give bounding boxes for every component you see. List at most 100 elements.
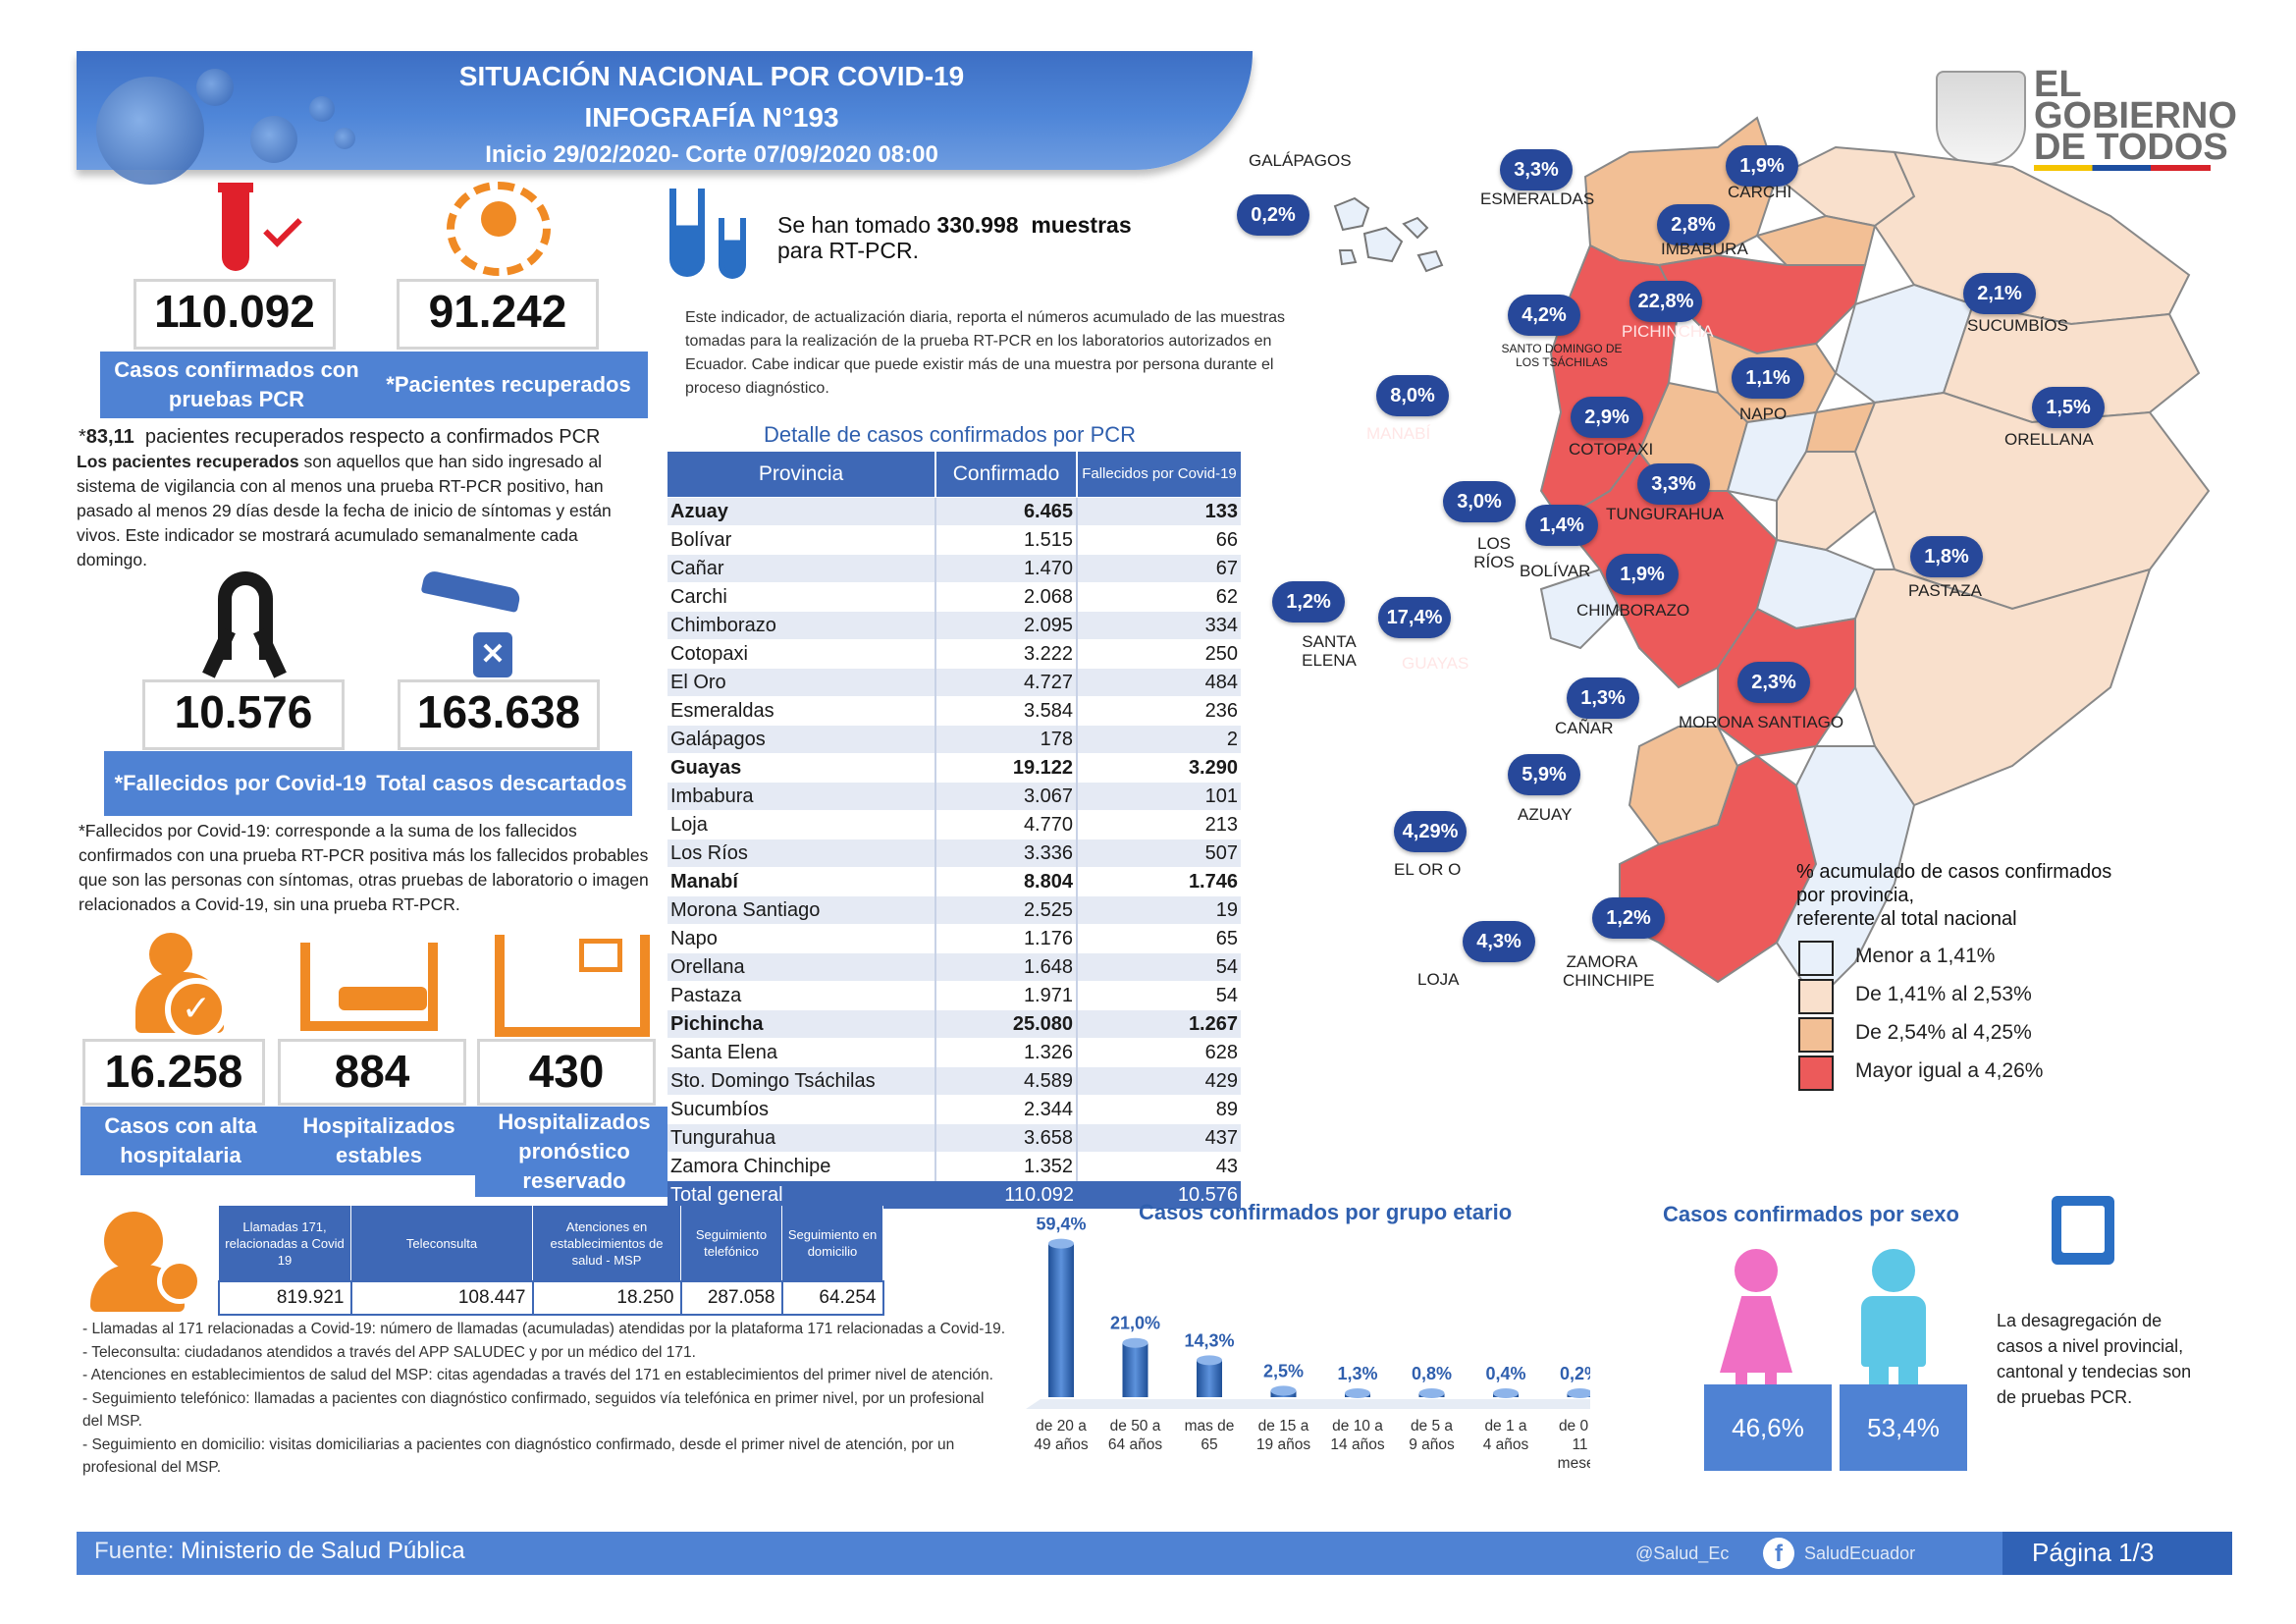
header-province: Provincia: [667, 452, 936, 498]
age-bar: [1122, 1342, 1148, 1397]
confirmed-cell: 3.067: [935, 782, 1078, 811]
recovered-note-bold: Los pacientes recuperados: [77, 452, 299, 471]
table-row: Morona Santiago 2.525 19: [667, 895, 1241, 925]
confirmed-cell: 1.648: [935, 952, 1078, 982]
virus-icon: [334, 128, 355, 149]
province-name: Esmeraldas: [667, 696, 936, 726]
recovered-ratio: *83,11 pacientes recuperados respecto a …: [79, 426, 601, 448]
table-row: Cañar 1.470 67: [667, 554, 1241, 583]
legend-swatch: [1798, 1017, 1834, 1053]
samples-count: 330.998: [936, 212, 1019, 238]
confirmed-cell: 6.465: [935, 497, 1078, 526]
virus-icon: [196, 69, 234, 106]
province-zamora-chinchipe: [1775, 745, 1916, 1003]
deaths-cell: 334: [1077, 611, 1241, 640]
female-icon: [1720, 1296, 1792, 1373]
legend-label: De 1,41% al 2,53%: [1855, 983, 2032, 1005]
map-percentage-pill: 1,8%: [1910, 536, 1983, 577]
calls-header-domicilio: Seguimiento en domicilio: [781, 1206, 883, 1281]
recovered-value: 91.242: [397, 279, 599, 350]
person-icon: [481, 201, 516, 237]
province-name: Pichincha: [667, 1009, 936, 1039]
virus-icon: [309, 96, 335, 122]
deaths-cell: 429: [1077, 1066, 1241, 1096]
province-name: Los Ríos: [667, 839, 936, 868]
map-percentage-pill: 0,2%: [1237, 194, 1309, 236]
hand-icon: [420, 568, 522, 614]
footer-page-box: [2002, 1532, 2232, 1575]
sample-tube-icon: [719, 218, 746, 279]
virus-icon: [250, 116, 297, 163]
calls-note: - Seguimiento en domicilio: visitas domi…: [82, 1435, 955, 1477]
province-name: Galápagos: [667, 725, 936, 754]
deaths-cell: 19: [1077, 895, 1241, 925]
table-row: Tungurahua 3.658 437: [667, 1123, 1241, 1153]
map-percentage-pill: 1,9%: [1726, 145, 1798, 187]
person-head-icon: [149, 933, 192, 976]
province-name: Zamora Chinchipe: [667, 1152, 936, 1181]
confirmed-cell: 2.525: [935, 895, 1078, 925]
recovered-ratio-text: pacientes recuperados respecto a confirm…: [144, 426, 601, 448]
footer-facebook[interactable]: SaludEcuador: [1804, 1543, 1916, 1563]
table-row: Santa Elena 1.326 628: [667, 1038, 1241, 1067]
logo-line-2: GOBIERNO: [2034, 95, 2237, 136]
deaths-note: *Fallecidos por Covid-19: corresponde a …: [79, 819, 658, 917]
map-province-label: SANTA ELENA: [1302, 632, 1357, 670]
calls-header-171: Llamadas 171, relacionadas a Covid 19: [219, 1206, 351, 1281]
calls-value-teleconsulta: 108.447: [349, 1280, 534, 1316]
legend-label: Menor a 1,41%: [1855, 945, 1996, 967]
discard-icon: ✕: [473, 632, 512, 677]
age-bar-top: [1567, 1388, 1590, 1398]
total-deaths: 10.576: [1077, 1180, 1241, 1210]
age-category-label: de 50 a 64 años: [1108, 1418, 1162, 1453]
province-name: El Oro: [667, 668, 936, 697]
province-name: Pastaza: [667, 981, 936, 1010]
calls-header-telefonico: Seguimiento telefónico: [680, 1206, 782, 1281]
age-value-label: 0,4%: [1485, 1364, 1525, 1383]
province-name: Manabí: [667, 867, 936, 896]
confirmed-cell: 1.326: [935, 1038, 1078, 1067]
confirmed-label: Casos confirmados con pruebas PCR: [100, 352, 373, 418]
deaths-cell: 67: [1077, 554, 1241, 583]
calls-note: - Llamadas al 171 relacionadas a Covid-1…: [82, 1321, 1006, 1337]
province-name: Tungurahua: [667, 1123, 936, 1153]
deaths-cell: 62: [1077, 582, 1241, 612]
female-percentage: 46,6%: [1704, 1384, 1832, 1471]
deaths-cell: 628: [1077, 1038, 1241, 1067]
map-percentage-pill: 4,3%: [1463, 921, 1535, 962]
logo-line-1: EL: [2034, 64, 2082, 105]
total-label: Total general: [667, 1180, 935, 1210]
facebook-icon[interactable]: f: [1763, 1538, 1794, 1569]
map-percentage-pill: 22,8%: [1629, 281, 1702, 322]
recovered-note: Los pacientes recuperados son aquellos q…: [77, 450, 646, 572]
age-bar-top: [1493, 1388, 1519, 1398]
map-percentage-pill: 3,0%: [1443, 481, 1516, 522]
age-bar-top: [1345, 1388, 1370, 1398]
chart-floor: [1026, 1399, 1590, 1409]
footer-twitter[interactable]: @Salud_Ec: [1635, 1543, 1730, 1563]
confirmed-cell: 1.515: [935, 525, 1078, 555]
map-province-label: GALÁPAGOS: [1249, 151, 1352, 170]
map-percentage-pill: 1,3%: [1567, 677, 1639, 719]
map-province-label: MORONA SANTIAGO: [1679, 713, 1844, 731]
deaths-cell: 1.267: [1077, 1009, 1241, 1039]
table-row: Esmeraldas 3.584 236: [667, 696, 1241, 726]
deaths-value: 10.576: [142, 679, 345, 750]
test-tube-icon: [222, 187, 249, 271]
monitor-icon: [579, 939, 622, 972]
deaths-label: *Fallecidos por Covid-19: [104, 751, 377, 816]
deaths-cell: 1.746: [1077, 867, 1241, 896]
legend-label: De 2,54% al 4,25%: [1855, 1021, 2032, 1044]
confirmed-cell: 4.589: [935, 1066, 1078, 1096]
map-province-label: IMBABURA: [1661, 240, 1748, 258]
map-province-label: ESMERALDAS: [1480, 189, 1595, 208]
page-period: Inicio 29/02/2020- Corte 07/09/2020 08:0…: [485, 141, 938, 168]
legend-label: Mayor igual a 4,26%: [1855, 1059, 2044, 1082]
map-percentage-pill: 2,3%: [1737, 662, 1810, 703]
legend-title-2: por provincia,: [1796, 885, 1915, 906]
province-pichincha: [1657, 253, 1867, 355]
call-center-icon: [84, 1206, 202, 1314]
discharged-value: 16.258: [82, 1039, 265, 1106]
table-row: Guayas 19.122 3.290: [667, 753, 1241, 783]
header-confirmed: Confirmado: [935, 452, 1078, 498]
